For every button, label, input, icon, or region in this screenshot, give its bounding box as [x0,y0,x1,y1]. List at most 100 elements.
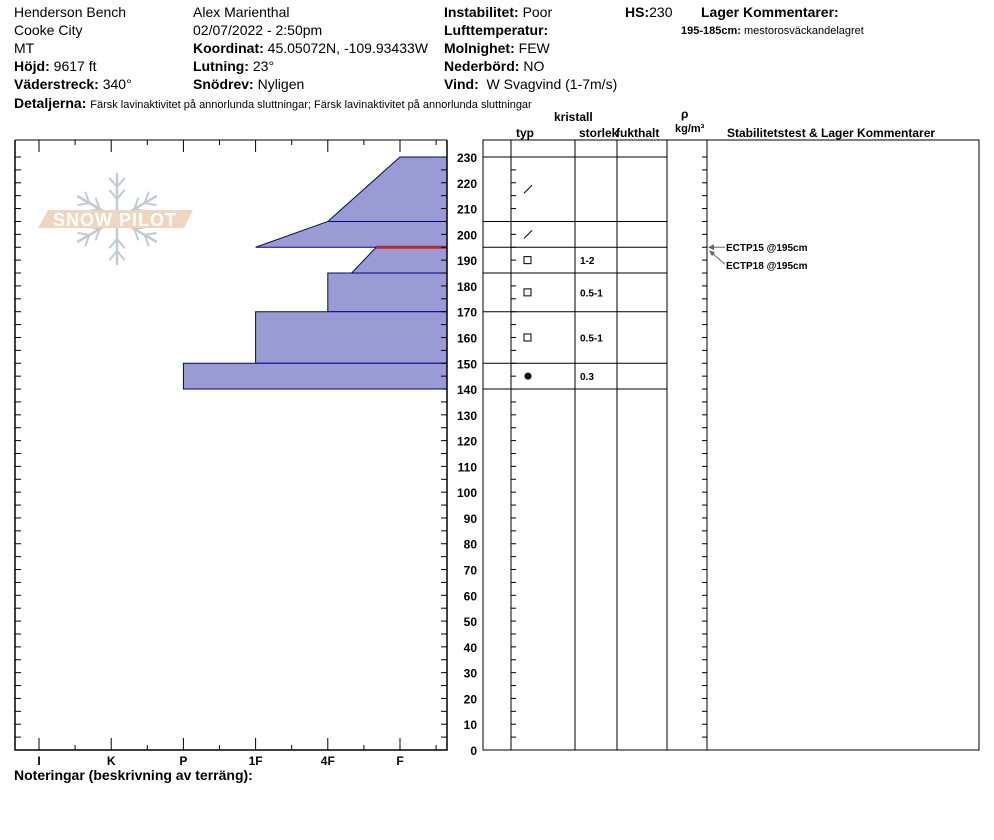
layer-comment: 195-185cm: mestorosväckandelagret [681,25,864,37]
coordinates: Koordinat: 45.05072N, -109.93433W [193,40,428,56]
faceted-crystal-icon [523,288,532,297]
snowflake-branch [116,189,126,200]
snowflake-branch [144,202,157,207]
snowflake-branch [108,238,118,249]
depth-label: 160 [457,331,477,345]
depth-label: 40 [464,641,478,655]
hardness-layer [350,246,448,274]
hardness-label-4F: 4F [321,754,335,768]
snowflake-branch [108,250,118,261]
snowflake-branch [77,202,90,207]
depth-label: 140 [457,383,477,397]
instability: Instabilitet: Poor [444,4,553,20]
hardness-frame [14,140,448,751]
snowflake-branch [143,191,150,204]
snowflake-branch [84,234,91,247]
grain-size: 0.5-1 [580,333,603,344]
grain-size: 1-2 [580,256,595,267]
depth-label: 60 [464,589,478,603]
stability-test: ECTP18 @195cm [726,261,808,272]
decomposing-fragments-icon [523,229,533,239]
depth-label: 230 [457,151,477,165]
snowflake-branch [116,238,126,249]
depth-label: 50 [464,615,478,629]
col-type: typ [516,126,534,140]
snowflake-branch [94,197,101,210]
snowflake-branch [144,231,157,236]
snowpilot-logo: SNOW PILOT [38,173,193,265]
sky-cover: Molnighet: FEW [444,40,550,56]
depth-label: 150 [457,357,477,371]
elevation: Höjd: 9617 ft [14,58,97,74]
depth-label: 10 [464,718,478,732]
notes-label: Noteringar (beskrivning av terräng): [14,767,253,783]
depth-label: 180 [457,280,477,294]
hardness-layer [326,156,448,222]
depth-label: 30 [464,667,478,681]
wind-drift: Snödrev: Nyligen [193,76,305,92]
col-moisture: fukthalt [616,126,660,140]
hardness-layer [255,311,448,364]
depth-label: 110 [458,460,478,474]
depth-label: 170 [457,306,477,320]
decomposing-fragments-icon [523,184,533,194]
snowflake-branch [143,234,150,247]
rounded-grain-icon [524,372,532,380]
snowflake-branch [84,191,91,204]
hardness-layer [182,362,448,390]
col-density: kg/m³ [675,123,705,135]
arrow-head-icon [709,250,715,257]
depth-label: 0 [470,744,477,758]
air-temperature: Lufttemperatur: [444,22,549,38]
details: Detaljerna: Färsk lavinaktivitet på anno… [14,95,532,111]
snow-height: HS:230 [625,4,673,20]
hardness-label-K: K [107,754,116,768]
snowflake-branch [94,228,101,241]
depth-label: 120 [457,435,477,449]
snowflake-branch [108,177,118,188]
grain-size: 0.5-1 [580,288,603,299]
snowflake-branch [133,197,140,210]
depth-label: 90 [464,512,478,526]
area: Cooke City [14,22,83,38]
logo-text: SNOW PILOT [53,210,177,230]
location: Henderson Bench [14,4,127,20]
depth-label: 210 [457,203,477,217]
hardness-layer [327,272,448,313]
stability-test: ECTP15 @195cm [726,243,808,254]
aspect: Väderstreck: 340° [14,76,132,92]
depth-label: 190 [457,254,477,268]
precipitation: Nederbörd: NO [444,58,545,74]
snowflake-branch [108,189,118,200]
layer-comments-title: Lager Kommentarer: [701,4,839,20]
snowflake-branch [77,231,90,236]
depth-label: 70 [464,564,478,578]
faceted-crystal-icon [523,333,532,342]
arrow-head-icon [708,244,714,251]
datetime: 02/07/2022 - 2:50pm [193,22,323,38]
hardness-layer [255,220,448,248]
logo-banner [38,210,193,228]
depth-label: 20 [464,692,478,706]
hardness-label-P: P [179,754,187,768]
col-stability: Stabilitetstest & Lager Kommentarer [727,126,936,140]
hardness-label-I: I [37,754,40,768]
wind: Vind: W Svagvind (1-7m/s) [444,76,618,92]
snowflake-branch [133,228,140,241]
depth-label: 130 [457,409,477,423]
snowflake-branch [116,250,126,261]
snowflake-branch [116,177,126,188]
state: MT [14,40,35,56]
col-rho: ρ [681,107,689,121]
depth-label: 80 [464,538,478,552]
slope: Lutning: 23° [193,58,275,74]
layer-table-frame [482,139,980,751]
depth-label: 220 [457,177,477,191]
faceted-crystal-icon [523,256,532,265]
depth-label: 200 [457,228,477,242]
depth-label: 100 [457,486,477,500]
grain-size: 0.3 [580,372,594,383]
col-crystal: kristall [554,110,593,124]
observer: Alex Marienthal [193,4,290,20]
